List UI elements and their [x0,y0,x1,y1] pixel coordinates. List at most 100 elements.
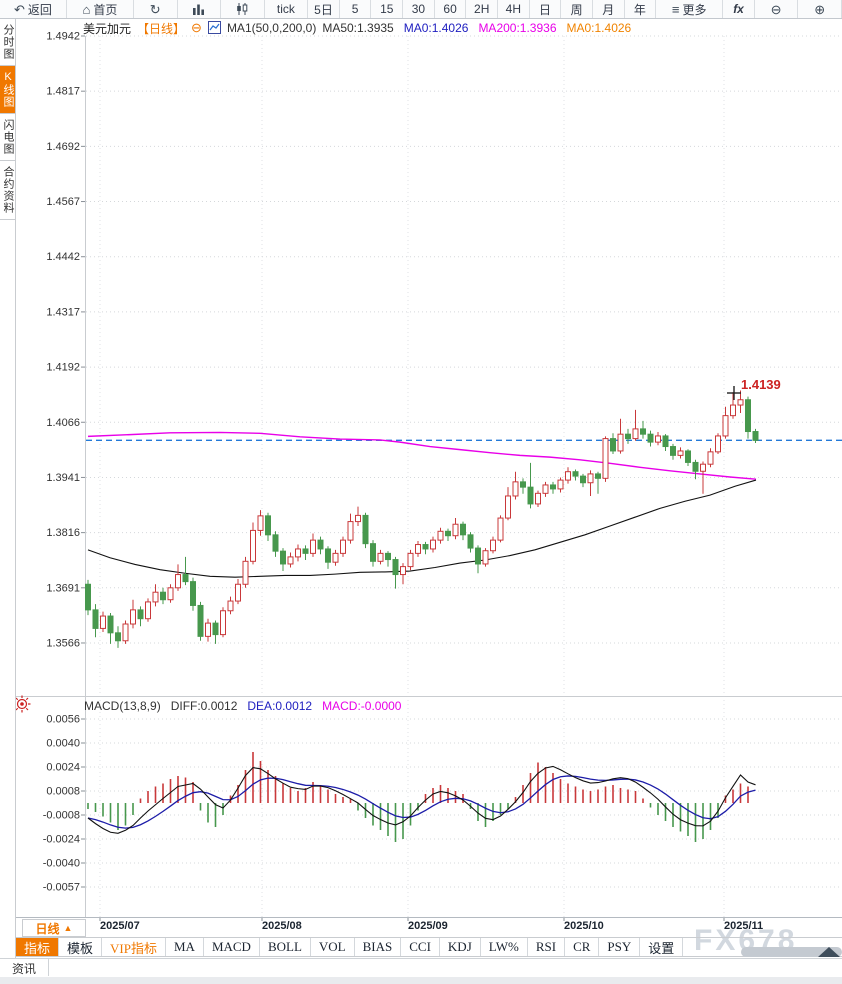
toolbar-m60-button[interactable]: 60 [435,0,467,18]
bottom-strip [0,977,842,984]
ma-value-label: MA200:1.3936 [478,21,557,35]
macd-title: MACD(13,8,9) [84,699,161,713]
indicator-tab-VOL[interactable]: VOL [310,938,355,956]
toolbar-tick-button[interactable]: tick [265,0,309,18]
price-axis-label: 1.4567 [46,196,80,208]
indicator-tab-BIAS[interactable]: BIAS [354,938,402,956]
toolbar-month-label: 月 [602,2,615,17]
indicator-tab-LW%[interactable]: LW% [480,938,528,956]
toolbar-back-button[interactable]: ↶ 返回 [0,0,67,18]
toolbar-home-label: 首页 [93,2,118,17]
toolbar-5d-button[interactable]: 5日 [308,0,340,18]
macd-axis-label: 0.0056 [46,714,80,726]
toolbar-day-label: 日 [538,2,551,17]
chart-header: 美元加元 【日线】 ⊖ MA1(50,0,200,0) MA50:1.3935 M… [83,20,631,36]
toolbar-week-button[interactable]: 周 [561,0,593,18]
symbol-label: 美元加元 [83,21,132,36]
indicator-sun-icon[interactable] [13,695,31,713]
toolbar-back-label: 返回 [27,2,52,17]
ma-value-label: MA0:1.4026 [403,21,469,35]
indicator-tab-MA[interactable]: MA [165,938,204,956]
period-selector[interactable]: 日线 ▲ [22,919,86,937]
toolbar-fx-functions-label: fx [733,2,744,16]
macd-histogram [87,752,749,842]
toolbar-fx-functions-button[interactable]: fx [723,0,755,18]
toolbar-year-button[interactable]: 年 [625,0,657,18]
toolbar-m15-label: 15 [380,2,394,16]
high-price-label: 1.4139 [741,377,781,392]
bar-chart-icon [192,4,204,15]
indicator-tab-VIP指标[interactable]: VIP指标 [102,938,166,956]
month-label: 2025/11 [724,920,764,932]
macd-axis-label: 0.0040 [46,738,80,750]
toolbar-bar-chart-button[interactable] [178,0,222,18]
price-axis-label: 1.4942 [46,31,80,43]
indicator-tab-CR[interactable]: CR [565,938,600,956]
toolbar-m5-button[interactable]: 5 [340,0,372,18]
horizontal-scrollbar[interactable] [741,947,842,957]
toolbar-zoom-in-button[interactable]: ⊕ [798,0,842,18]
month-label: 2025/09 [408,920,448,932]
back-icon: ↶ [14,1,25,17]
toolbar-refresh-button[interactable]: ↻ [134,0,178,18]
toolbar-tick-label: tick [276,2,295,16]
scrollbar-handle-icon[interactable] [818,947,840,957]
indicator-tab-BOLL[interactable]: BOLL [259,938,311,956]
price-axis-label: 1.4442 [46,251,80,263]
period-tag: 【日线】 [137,21,186,36]
toolbar-home-button[interactable]: ⌂ 首页 [67,0,134,18]
price-axis-label: 1.3816 [46,527,80,539]
sidebar-item-K线图[interactable]: K线图 [0,66,15,114]
toolbar-h4-button[interactable]: 4H [498,0,530,18]
price-axis: 1.4942 1.4817 1.4692 1.4567 1.4442 1.4317 1.41… [43,31,80,894]
toolbar-h2-button[interactable]: 2H [466,0,499,18]
toolbar-m30-button[interactable]: 30 [403,0,435,18]
sidebar-item-闪电图[interactable]: 闪电图 [0,114,15,161]
toolbar-more-button[interactable]: ≡ 更多 [656,0,724,18]
macd-axis-label: -0.0057 [43,882,80,894]
candles [85,390,759,648]
indicator-tab-设置[interactable]: 设置 [640,938,684,956]
ma-value-label: MA50:1.3935 [322,21,394,35]
indicator-tab-CCI[interactable]: CCI [401,938,440,956]
toolbar-year-label: 年 [633,2,646,17]
menu-icon: ≡ [671,1,680,17]
zoom-in-icon: ⊕ [814,1,826,17]
price-axis-label: 1.3566 [46,637,80,649]
indicator-tab-KDJ[interactable]: KDJ [439,938,481,956]
macd-axis-label: -0.0024 [43,834,80,846]
chevron-up-icon: ▲ [63,923,73,933]
chart-mini-icon[interactable] [207,21,221,35]
ma-values: MA50:1.3935 MA0:1.4026 MA200:1.3936 MA0:1.4… [322,21,631,35]
sidebar-item-合约资料[interactable]: 合约资料 [0,161,15,220]
toolbar-month-button[interactable]: 月 [593,0,625,18]
gridlines [81,35,842,921]
indicator-tab-MACD[interactable]: MACD [203,938,260,956]
indicator-tab-模板[interactable]: 模板 [59,938,103,956]
sidebar-item-分时图[interactable]: 分时图 [0,19,15,66]
period-selector-label: 日线 [35,921,60,936]
dea-line [87,775,756,829]
toolbar-5d-label: 5日 [314,2,333,17]
toolbar-m60-label: 60 [443,2,457,16]
indicator-tab-PSY[interactable]: PSY [599,938,641,956]
month-label: 2025/08 [262,920,302,932]
toolbar-zoom-out-button[interactable]: ⊖ [755,0,799,18]
home-icon: ⌂ [82,1,91,17]
macd-values: DIFF:0.0012 DEA:0.0012 MACD:-0.0000 [171,699,402,713]
collapse-icon[interactable]: ⊖ [191,20,202,35]
news-tab[interactable]: 资讯 [8,959,50,976]
price-axis-label: 1.3941 [46,472,80,484]
macd-axis-label: 0.0008 [46,786,80,798]
indicator-tab-指标[interactable]: 指标 [16,938,60,956]
toolbar-day-button[interactable]: 日 [530,0,562,18]
refresh-icon: ↻ [149,1,161,17]
toolbar-m15-button[interactable]: 15 [371,0,404,18]
status-bar: 资讯 [0,958,842,977]
indicator-tab-RSI[interactable]: RSI [527,938,566,956]
toolbar-kline-button[interactable] [221,0,265,18]
zoom-out-icon: ⊖ [770,1,782,17]
month-label: 2025/07 [100,920,140,932]
